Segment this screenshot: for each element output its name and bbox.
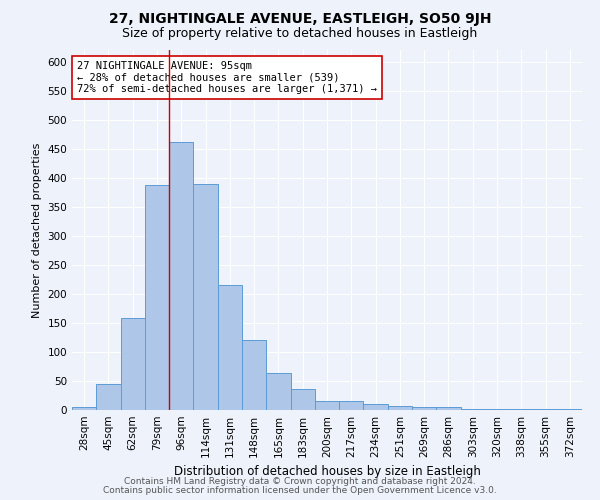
Bar bbox=[533, 409, 558, 410]
Y-axis label: Number of detached properties: Number of detached properties bbox=[32, 142, 42, 318]
Bar bbox=[218, 285, 242, 410]
Bar bbox=[96, 384, 121, 410]
Bar bbox=[485, 409, 509, 410]
Bar bbox=[121, 318, 145, 410]
Bar bbox=[436, 407, 461, 410]
Text: 27 NIGHTINGALE AVENUE: 95sqm
← 28% of detached houses are smaller (539)
72% of s: 27 NIGHTINGALE AVENUE: 95sqm ← 28% of de… bbox=[77, 61, 377, 94]
X-axis label: Distribution of detached houses by size in Eastleigh: Distribution of detached houses by size … bbox=[173, 466, 481, 478]
Text: Contains public sector information licensed under the Open Government Licence v3: Contains public sector information licen… bbox=[103, 486, 497, 495]
Text: 27, NIGHTINGALE AVENUE, EASTLEIGH, SO50 9JH: 27, NIGHTINGALE AVENUE, EASTLEIGH, SO50 … bbox=[109, 12, 491, 26]
Bar bbox=[145, 184, 169, 410]
Bar bbox=[193, 184, 218, 410]
Bar bbox=[315, 400, 339, 410]
Bar bbox=[558, 409, 582, 410]
Bar bbox=[169, 142, 193, 410]
Bar bbox=[461, 409, 485, 410]
Text: Size of property relative to detached houses in Eastleigh: Size of property relative to detached ho… bbox=[122, 28, 478, 40]
Bar bbox=[509, 409, 533, 410]
Bar bbox=[412, 407, 436, 410]
Bar bbox=[290, 388, 315, 410]
Bar bbox=[72, 407, 96, 410]
Text: Contains HM Land Registry data © Crown copyright and database right 2024.: Contains HM Land Registry data © Crown c… bbox=[124, 477, 476, 486]
Bar bbox=[364, 404, 388, 410]
Bar bbox=[266, 374, 290, 410]
Bar bbox=[242, 340, 266, 410]
Bar bbox=[388, 406, 412, 410]
Bar bbox=[339, 400, 364, 410]
